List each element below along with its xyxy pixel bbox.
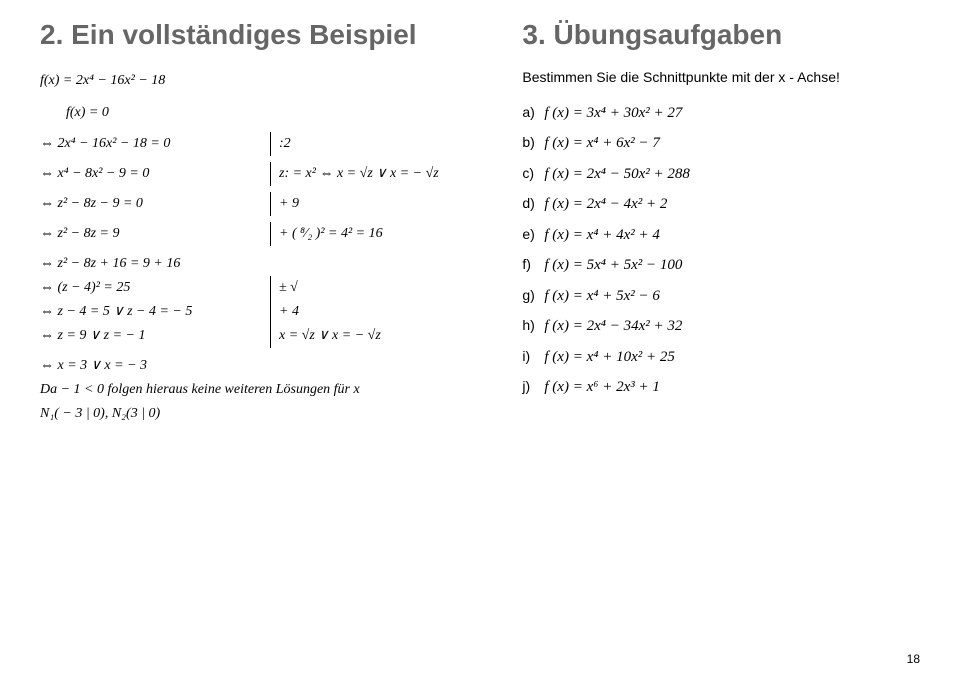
exercise-label: b) — [522, 129, 544, 156]
step-line: ⇔ z − 4 = 5 ∨ z − 4 = − 5 + 4 — [40, 300, 462, 324]
exercise-label: c) — [522, 160, 544, 187]
step-rhs: + ( ⁸⁄₂ )² = 4² = 16 — [270, 222, 383, 246]
step-lhs: ⇔ 2x⁴ − 16x² − 18 = 0 — [40, 132, 270, 156]
step-line: ⇔ (z − 4)² = 25 ± √ — [40, 276, 462, 300]
intro-line-2: f(x) = 0 — [40, 101, 462, 125]
exercise-label: f) — [522, 251, 544, 278]
exercise-list: a)f (x) = 3x⁴ + 30x² + 27b)f (x) = x⁴ + … — [522, 99, 927, 402]
tail-1: ⇔ x = 3 ∨ x = − 3 — [40, 354, 462, 378]
intro-line-1: f(x) = 2x⁴ − 16x² − 18 — [40, 69, 462, 93]
exercise-label: j) — [522, 373, 544, 400]
exercise-label: i) — [522, 343, 544, 370]
right-column: 3. Übungsaufgaben Bestimmen Sie die Schn… — [522, 20, 927, 426]
exercise-item: e)f (x) = x⁴ + 4x² + 4 — [522, 221, 927, 250]
step-lhs: ⇔ z² − 8z − 9 = 0 — [40, 192, 270, 216]
step-lhs: ⇔ z = 9 ∨ z = − 1 — [40, 324, 270, 348]
step-line: ⇔ z = 9 ∨ z = − 1x = √z ∨ x = − √z — [40, 324, 462, 348]
step-rhs: :2 — [270, 132, 291, 156]
exercise-item: j)f (x) = x⁶ + 2x³ + 1 — [522, 373, 927, 402]
step-lhs: ⇔ z − 4 = 5 ∨ z − 4 = − 5 — [40, 300, 270, 324]
heading-left: 2. Ein vollständiges Beispiel — [40, 20, 462, 51]
exercise-item: c)f (x) = 2x⁴ − 50x² + 288 — [522, 160, 927, 189]
step-rhs: x = √z ∨ x = − √z — [270, 324, 381, 348]
step-line: ⇔ z² − 8z = 9 + ( ⁸⁄₂ )² = 4² = 16 — [40, 222, 462, 246]
exercise-item: f)f (x) = 5x⁴ + 5x² − 100 — [522, 251, 927, 280]
step-rhs: ± √ — [270, 276, 298, 300]
left-column: 2. Ein vollständiges Beispiel f(x) = 2x⁴… — [40, 20, 462, 426]
step-line: ⇔ z² − 8z + 16 = 9 + 16 — [40, 252, 462, 276]
exercise-equation: f (x) = x⁶ + 2x³ + 1 — [544, 379, 659, 395]
tail-3: N₁( − 3 | 0), N₂(3 | 0) — [40, 402, 462, 426]
exercise-label: g) — [522, 282, 544, 309]
exercise-equation: f (x) = x⁴ + 4x² + 4 — [544, 227, 659, 243]
exercise-item: g)f (x) = x⁴ + 5x² − 6 — [522, 282, 927, 311]
exercise-equation: f (x) = x⁴ + 6x² − 7 — [544, 135, 659, 151]
heading-right: 3. Übungsaufgaben — [522, 20, 927, 51]
step-lhs: ⇔ z² − 8z + 16 = 9 + 16 — [40, 252, 270, 276]
exercise-label: h) — [522, 312, 544, 339]
math-block: f(x) = 2x⁴ − 16x² − 18 f(x) = 0 ⇔ 2x⁴ − … — [40, 69, 462, 426]
exercise-item: b)f (x) = x⁴ + 6x² − 7 — [522, 129, 927, 158]
exercise-label: e) — [522, 221, 544, 248]
step-lhs: ⇔ z² − 8z = 9 — [40, 222, 270, 246]
exercise-equation: f (x) = 5x⁴ + 5x² − 100 — [544, 257, 682, 273]
exercise-equation: f (x) = x⁴ + 10x² + 25 — [544, 349, 674, 365]
exercise-equation: f (x) = 2x⁴ − 34x² + 32 — [544, 318, 682, 334]
exercise-item: i)f (x) = x⁴ + 10x² + 25 — [522, 343, 927, 372]
exercise-label: a) — [522, 99, 544, 126]
step-line: ⇔ 2x⁴ − 16x² − 18 = 0 :2 — [40, 132, 462, 156]
exercise-item: h)f (x) = 2x⁴ − 34x² + 32 — [522, 312, 927, 341]
exercise-item: d)f (x) = 2x⁴ − 4x² + 2 — [522, 190, 927, 219]
page-number: 18 — [907, 652, 920, 666]
step-rhs: z: = x² ⇔ x = √z ∨ x = − √z — [270, 162, 439, 186]
main-row: 2. Ein vollständiges Beispiel f(x) = 2x⁴… — [40, 20, 920, 426]
exercise-equation: f (x) = 2x⁴ − 50x² + 288 — [544, 166, 689, 182]
exercise-equation: f (x) = 2x⁴ − 4x² + 2 — [544, 196, 667, 212]
instruction: Bestimmen Sie die Schnittpunkte mit der … — [522, 69, 927, 85]
step-lhs: ⇔ (z − 4)² = 25 — [40, 276, 270, 300]
step-rhs: + 9 — [270, 192, 299, 216]
exercise-equation: f (x) = x⁴ + 5x² − 6 — [544, 288, 659, 304]
exercise-label: d) — [522, 190, 544, 217]
step-line: ⇔ x⁴ − 8x² − 9 = 0z: = x² ⇔ x = √z ∨ x =… — [40, 162, 462, 186]
step-line: ⇔ z² − 8z − 9 = 0 + 9 — [40, 192, 462, 216]
exercise-item: a)f (x) = 3x⁴ + 30x² + 27 — [522, 99, 927, 128]
step-lhs: ⇔ x⁴ − 8x² − 9 = 0 — [40, 162, 270, 186]
tail-2: Da − 1 < 0 folgen hieraus keine weiteren… — [40, 378, 462, 402]
step-rhs: + 4 — [270, 300, 299, 324]
exercise-equation: f (x) = 3x⁴ + 30x² + 27 — [544, 105, 682, 121]
